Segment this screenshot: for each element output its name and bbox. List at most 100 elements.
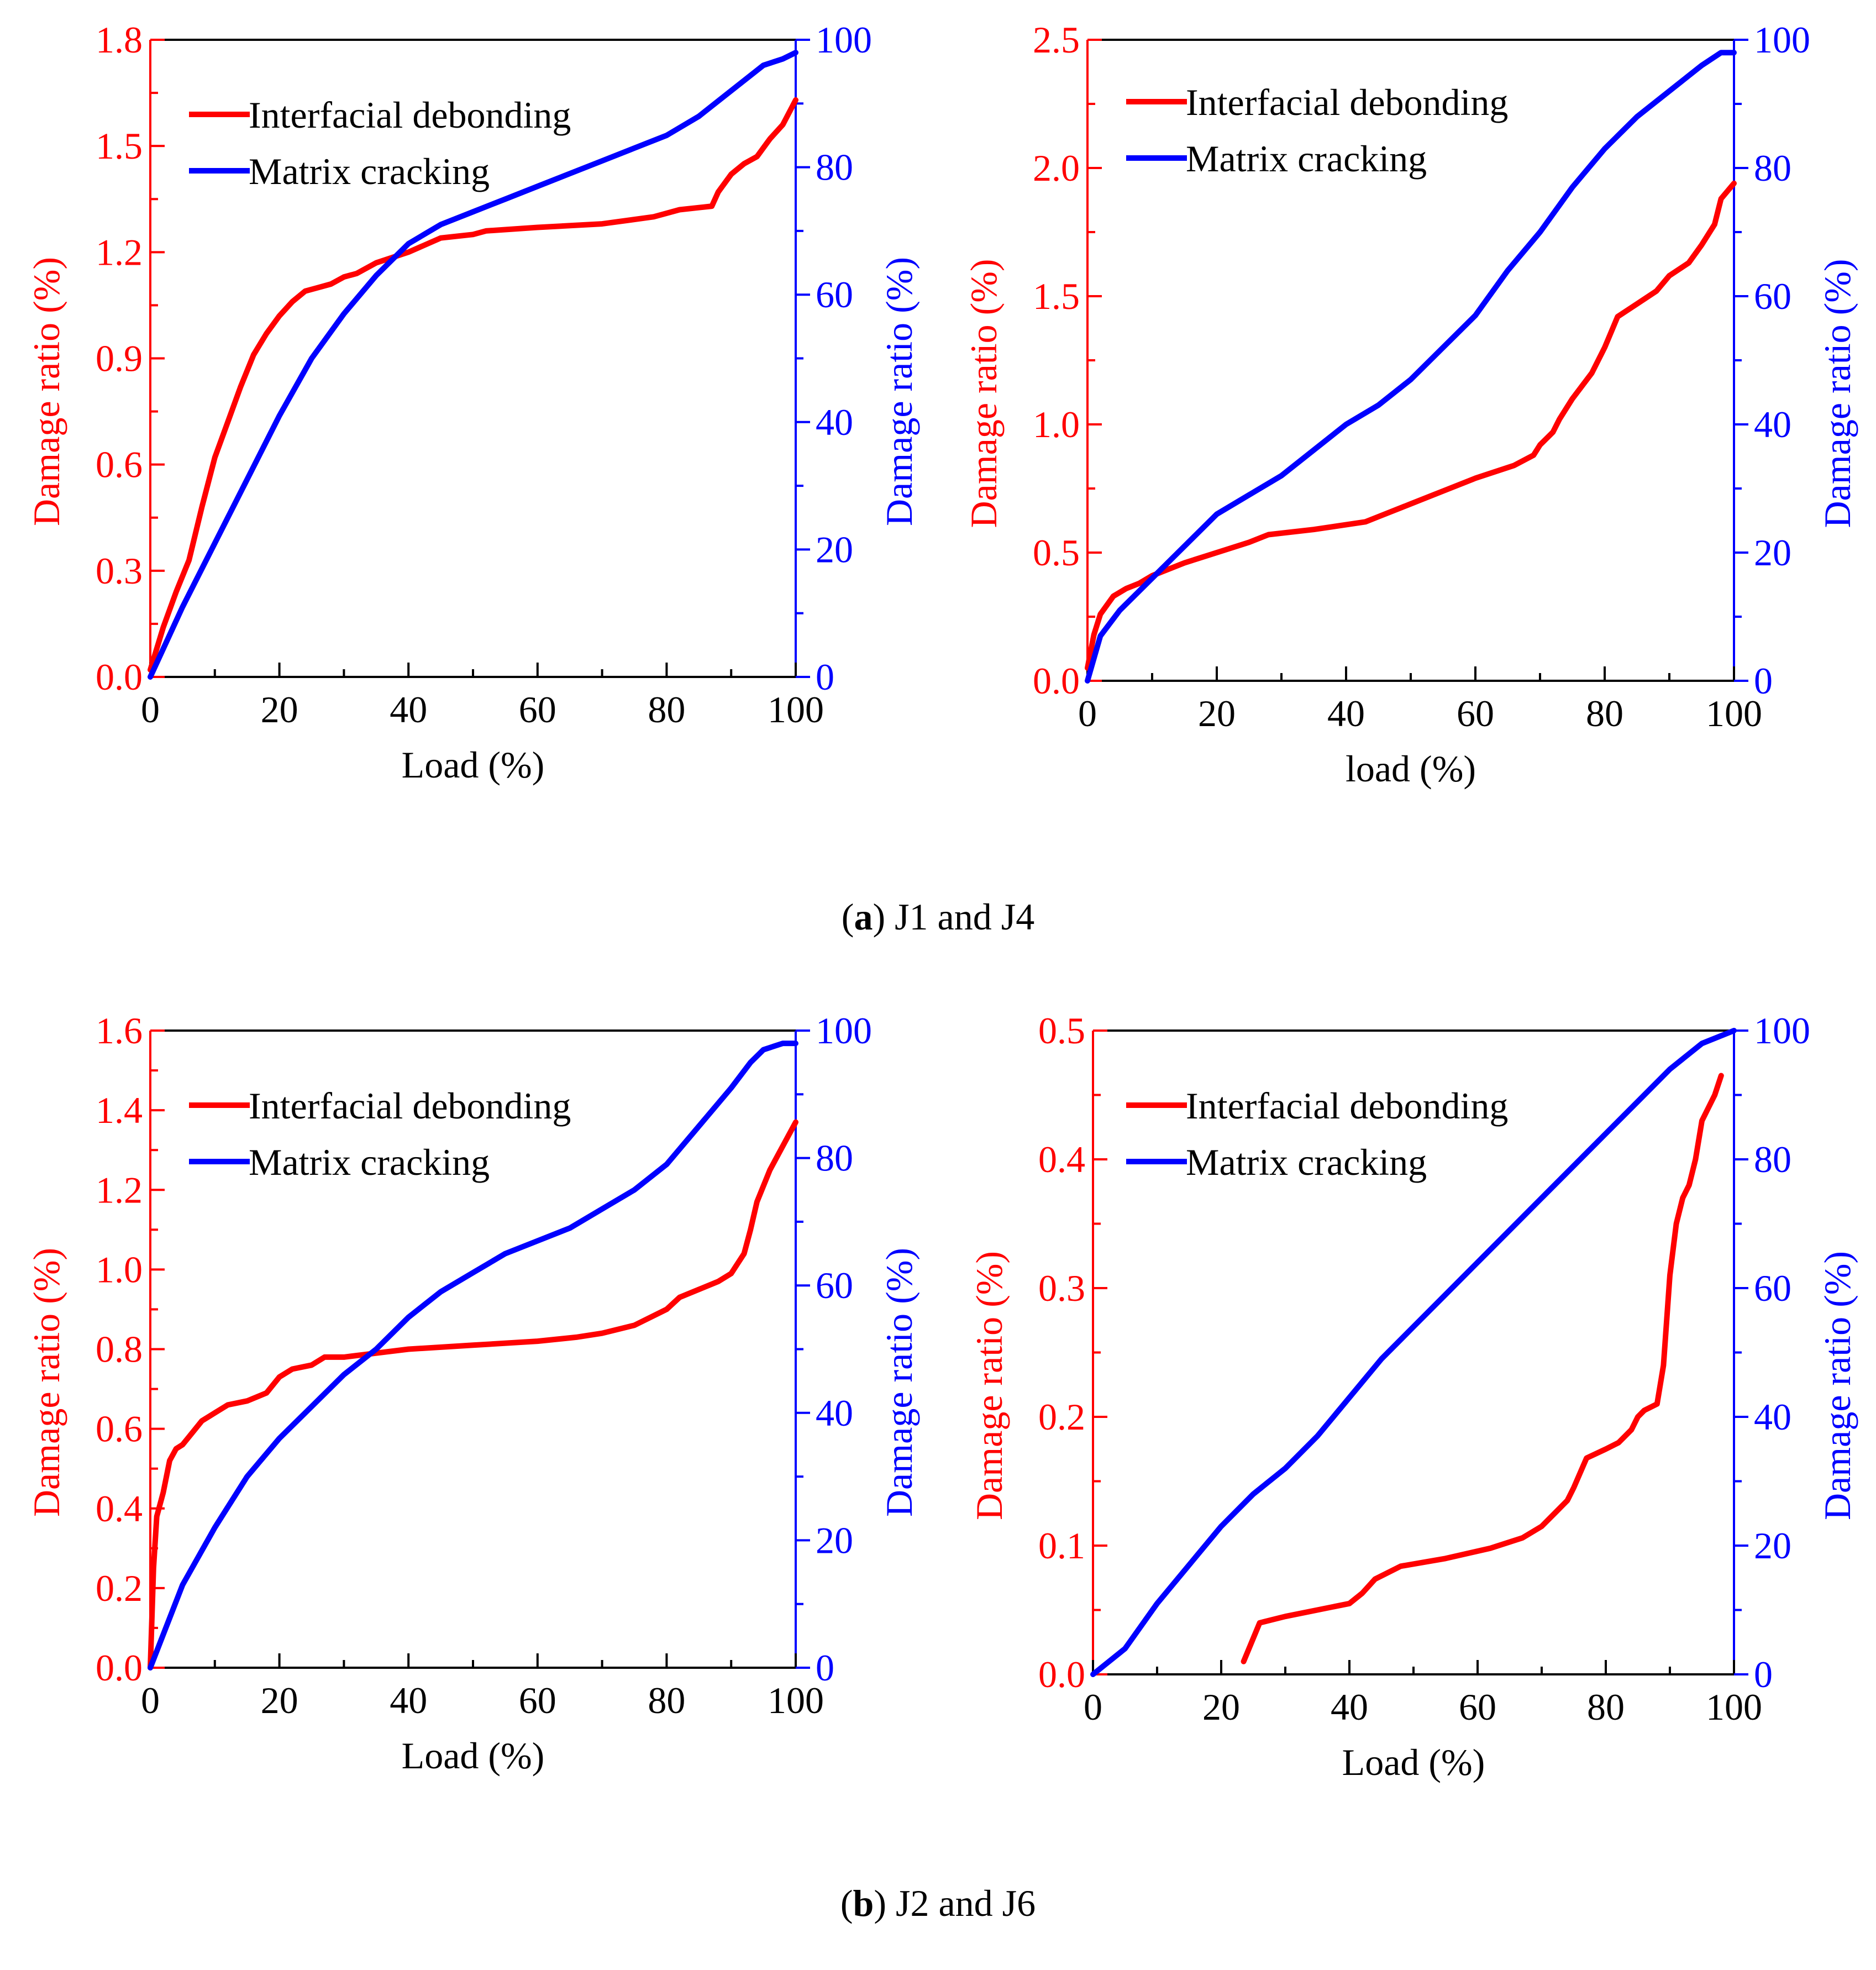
y-right-tick-label: 40 [816,401,853,443]
x-tick-label: 60 [1459,1686,1496,1728]
x-tick-label: 40 [390,1679,427,1721]
y-right-tick-label: 80 [816,146,853,188]
y-left-tick-label: 1.0 [96,1248,143,1290]
x-tick-label: 20 [1202,1686,1240,1728]
y-left-tick-label: 1.5 [96,125,143,167]
caption-a: (a) J1 and J4 [841,896,1035,938]
series-line-matrix-cracking [148,1041,798,1670]
chart-J6: 0 20 40 60 80 100 0.0 0.1 0.2 0.3 0.4 0.5 0 20 40 60 80 1… [968,1010,1858,1783]
y-left-tick-label: 0.0 [96,1647,143,1689]
chart-J2: 0 20 40 60 80 100 0.0 0.2 0.4 0.6 0.8 1.0 1.2 1.4 1.6 0… [25,1010,920,1777]
x-tick-label: 40 [1327,692,1365,734]
x-tick-label: 100 [1706,692,1762,734]
x-tick-label: 0 [1084,1686,1102,1728]
y-right-tick-label: 80 [1754,147,1791,189]
y-right-tick-label: 40 [1754,1396,1791,1438]
x-tick-label: 0 [141,1679,160,1721]
x-tick-label: 80 [648,1679,685,1721]
legend-label: Interfacial debonding [1186,81,1508,123]
y-left-tick-label: 0.5 [1033,532,1080,574]
y-left-tick-label: 2.0 [1033,147,1080,189]
y-left-tick-label: 0.6 [96,444,143,486]
y-right-axis-title: Damage ratio (%) [878,1248,920,1517]
caption-a-label: a [854,896,873,938]
y-left-tick-label: 1.6 [96,1010,143,1052]
x-axis-title: Load (%) [402,1735,545,1777]
y-right-tick-label: 80 [816,1137,853,1179]
caption-b: (b) J2 and J6 [840,1882,1036,1924]
x-axis-title: load (%) [1346,748,1476,790]
y-right-tick-label: 0 [1754,1653,1773,1695]
y-right-tick-label: 100 [1754,1010,1810,1052]
y-right-tick-label: 100 [816,1010,872,1052]
y-right-tick-label: 40 [1754,403,1791,445]
x-tick-label: 100 [1706,1686,1762,1728]
y-left-tick-label: 2.5 [1033,19,1080,61]
x-tick-label: 20 [261,689,298,731]
y-right-tick-label: 60 [1754,1267,1791,1309]
y-right-tick-label: 60 [816,1264,853,1306]
y-right-tick-label: 20 [816,1519,853,1561]
y-left-tick-label: 0.1 [1038,1525,1085,1567]
y-left-tick-label: 0.0 [1038,1653,1085,1695]
x-tick-label: 0 [1078,692,1097,734]
y-right-tick-label: 20 [1754,1525,1791,1567]
y-left-tick-label: 0.8 [96,1328,143,1370]
series-line-matrix-cracking [148,50,798,680]
x-tick-label: 60 [519,1679,556,1721]
y-left-tick-label: 0.3 [1038,1267,1085,1309]
legend-label: Interfacial debonding [249,94,571,136]
y-left-tick-label: 1.4 [96,1089,143,1131]
x-tick-label: 100 [768,1679,824,1721]
y-left-tick-label: 1.2 [96,231,143,273]
y-right-tick-label: 80 [1754,1138,1791,1180]
caption-b-text: J2 and J6 [886,1882,1036,1924]
y-left-tick-label: 0.3 [96,550,143,592]
chart-J4: 0 20 40 60 80 100 0.0 0.5 1.0 1.5 2.0 2.5 0 20 40 60 80 1… [963,19,1858,790]
x-tick-label: 40 [1331,1686,1368,1728]
y-left-tick-label: 0.9 [96,338,143,380]
y-right-axis-title: Damage ratio (%) [1816,1251,1858,1520]
legend-label: Interfacial debonding [1186,1085,1508,1127]
x-tick-label: 60 [1457,692,1494,734]
y-right-tick-label: 20 [816,528,853,570]
legend-label: Matrix cracking [1186,1141,1427,1183]
y-left-axis-title: Damage ratio (%) [968,1251,1010,1520]
x-tick-label: 20 [1198,692,1236,734]
y-right-tick-label: 0 [816,1647,834,1689]
y-left-tick-label: 0.4 [96,1488,143,1530]
x-tick-label: 60 [519,689,556,731]
y-right-axis-title: Damage ratio (%) [878,257,920,526]
series-line-interfacial-debonding [148,97,798,673]
legend-label: Matrix cracking [1186,138,1427,180]
x-tick-label: 80 [648,689,685,731]
series-line-matrix-cracking [1085,50,1737,684]
x-tick-label: 40 [390,689,427,731]
legend-label: Interfacial debonding [249,1085,571,1127]
y-left-tick-label: 0.2 [96,1567,143,1609]
series-line-interfacial-debonding [1241,1073,1724,1664]
legend-label: Matrix cracking [249,150,490,192]
y-right-tick-label: 100 [816,19,872,61]
caption-b-label: b [853,1882,874,1924]
y-left-tick-label: 0.0 [96,656,143,698]
caption-a-text: J1 and J4 [885,896,1035,938]
y-right-tick-label: 60 [816,274,853,316]
x-tick-label: 80 [1586,692,1623,734]
y-left-tick-label: 1.0 [1033,403,1080,445]
y-left-tick-label: 0.5 [1038,1010,1085,1052]
y-right-tick-label: 20 [1754,532,1791,574]
x-tick-label: 20 [261,1679,298,1721]
series-line-interfacial-debonding [148,1119,798,1670]
y-left-tick-label: 1.5 [1033,275,1080,317]
y-left-axis-title: Damage ratio (%) [25,257,67,526]
y-right-tick-label: 0 [816,656,834,698]
x-tick-label: 100 [768,689,824,731]
y-left-tick-label: 0.6 [96,1408,143,1450]
chart-J1: 0 20 40 60 80 100 0.0 0.3 0.6 0.9 1.2 1.5 1.8 0 20 40 60… [25,19,920,786]
series-line-interfacial-debonding [1085,180,1737,671]
series-line-matrix-cracking [1090,1028,1737,1677]
y-right-tick-label: 100 [1754,19,1810,61]
y-left-axis-title: Damage ratio (%) [963,259,1005,528]
y-right-axis-title: Damage ratio (%) [1816,259,1858,528]
